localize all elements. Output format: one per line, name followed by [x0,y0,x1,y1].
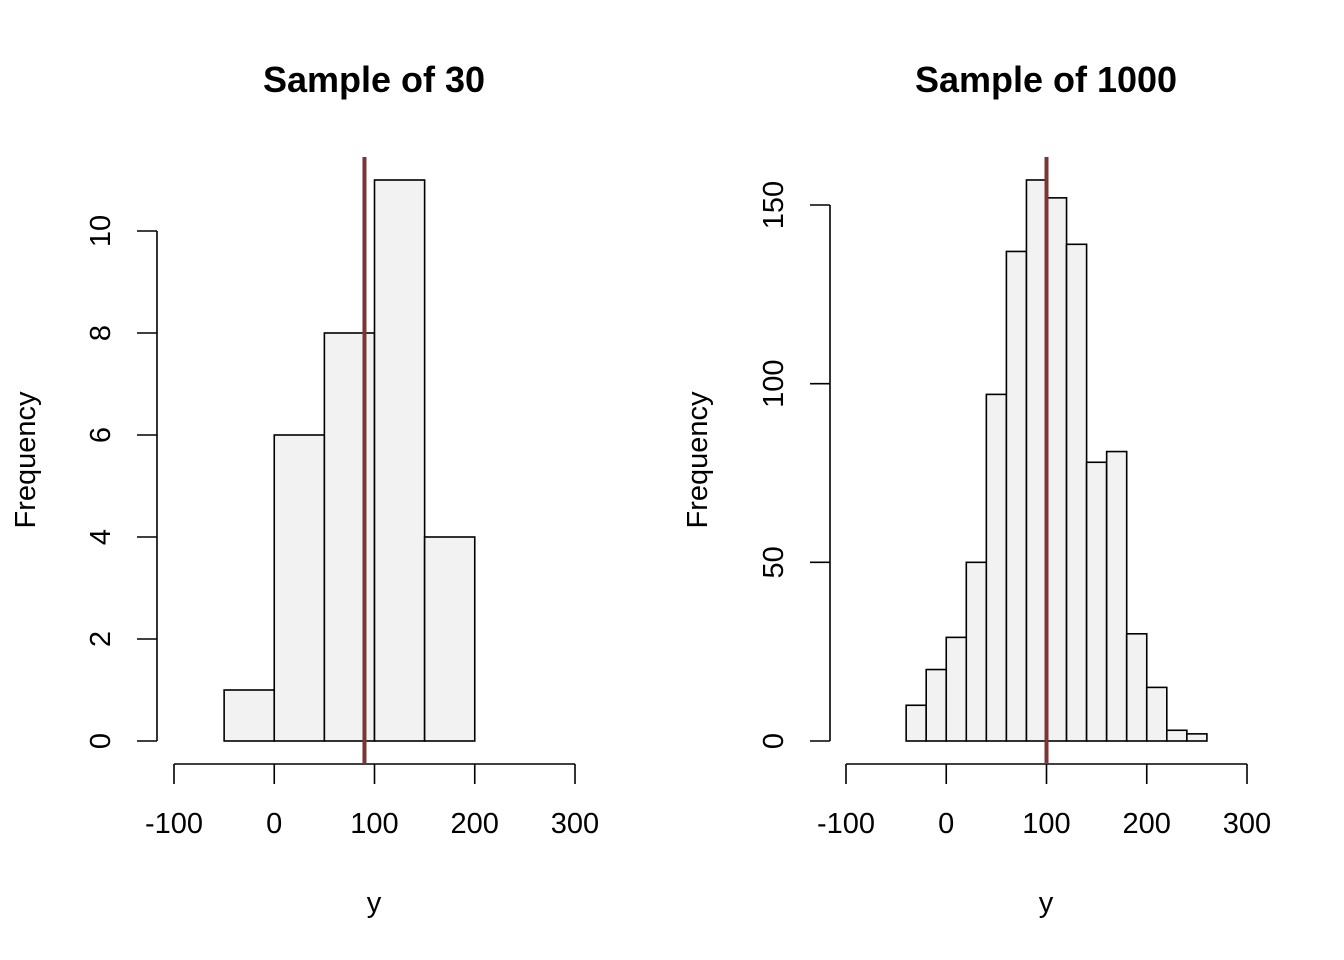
histogram-bar [373,179,426,742]
chart-title: Sample of 30 [263,59,485,100]
histogram-panel-2: Sample of 1000 -100 0 100 200 300 y 0 50 100 150 Fr… [682,59,1271,919]
x-tick-label: 100 [1022,808,1070,840]
x-tick-label: 200 [1123,808,1171,840]
y-tick-label: 4 [85,529,117,545]
y-tick-label: 10 [85,215,117,247]
histogram-bar [925,668,948,742]
histogram-bar [1025,179,1048,742]
y-tick-label: 6 [85,427,117,443]
histogram-bar [1125,632,1148,742]
y-tick-label: 2 [85,631,117,647]
x-tick-label: -100 [817,808,875,840]
x-axis-label: y [367,887,382,919]
histogram-bar [1005,250,1028,742]
histogram-bar [323,332,376,742]
y-tick-label: 0 [758,733,790,749]
histogram-bar [985,393,1008,742]
y-tick-label: 8 [85,325,117,341]
histogram-bar [1166,729,1188,742]
y-tick-label: 50 [758,546,790,578]
x-tick-label: -100 [145,808,203,840]
histogram-bar [1085,461,1108,742]
histogram-bar [1045,197,1068,742]
y-tick-label: 100 [758,359,790,407]
histogram-bar [965,561,988,742]
histogram-bar [223,689,276,742]
chart-title: Sample of 1000 [915,59,1177,100]
histogram-panel-1: Sample of 30 -100 0 100 200 300 y 0 2 4 6 8 10 Freque… [10,59,599,919]
histogram-bar [905,704,928,742]
histogram-bar [273,434,326,742]
y-axis-label: Frequency [10,391,42,529]
x-tick-label: 0 [266,808,282,840]
histogram-bar [1065,243,1088,742]
y-tick-label: 150 [758,181,790,229]
x-tick-label: 300 [551,808,599,840]
histogram-bar [945,636,968,742]
histogram-bar [1145,686,1168,742]
histogram-bar [1186,733,1208,742]
x-tick-label: 0 [938,808,954,840]
x-tick-label: 200 [451,808,499,840]
y-tick-label: 0 [85,733,117,749]
x-tick-label: 300 [1223,808,1271,840]
histogram-bar [423,536,476,742]
x-axis-label: y [1039,887,1054,919]
y-axis-label: Frequency [682,391,714,529]
x-tick-label: 100 [350,808,398,840]
histogram-bar [1105,450,1128,742]
